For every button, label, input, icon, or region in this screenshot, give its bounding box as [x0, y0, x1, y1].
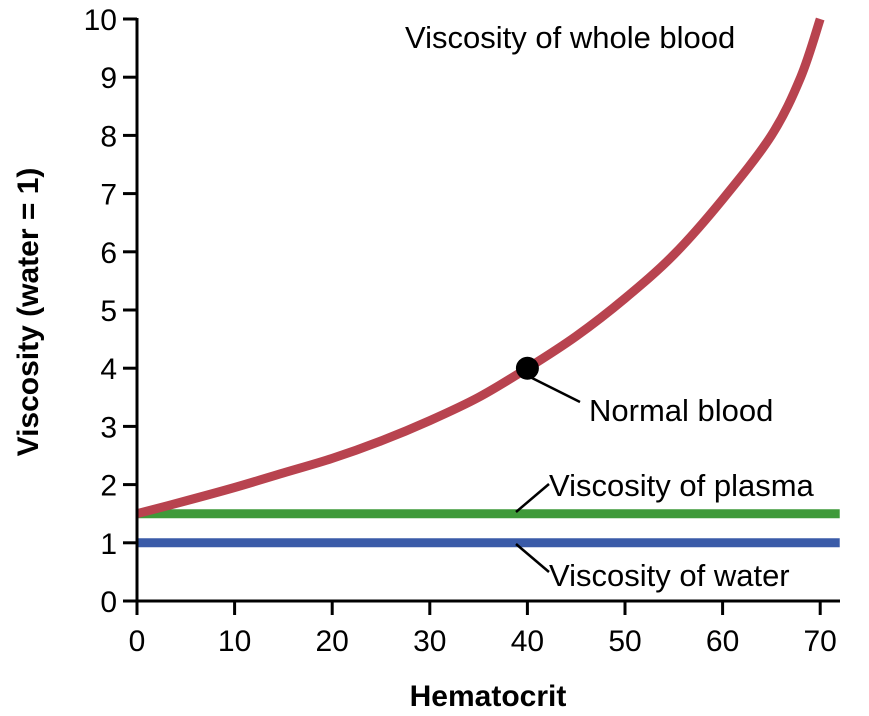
y-tick-label: 10: [84, 4, 117, 37]
annotations: Viscosity of whole blood Viscosity of pl…: [405, 20, 815, 593]
series-lines: [135, 17, 840, 548]
x-tick-label: 30: [413, 625, 446, 658]
x-tick-label: 50: [608, 625, 641, 658]
leader-water: [515, 543, 550, 573]
series-line-0: [135, 17, 825, 519]
x-tick-label: 20: [316, 625, 349, 658]
y-tick-label: 7: [100, 179, 117, 212]
y-tick-label: 6: [100, 237, 117, 270]
y-tick-label: 8: [100, 120, 117, 153]
y-axis-title: Viscosity (water = 1): [12, 168, 45, 457]
y-tick-label: 0: [100, 586, 117, 619]
label-water: Viscosity of water: [549, 558, 790, 593]
label-plasma: Viscosity of plasma: [549, 468, 815, 503]
x-tick-label: 40: [511, 625, 544, 658]
x-tick-label: 10: [218, 625, 251, 658]
x-tick-label: 0: [129, 625, 146, 658]
y-tick-label: 3: [100, 411, 117, 444]
y-tick-label: 5: [100, 295, 117, 328]
y-tick-label: 2: [100, 470, 117, 503]
y-tick-label: 1: [100, 528, 117, 561]
leader-plasma: [515, 483, 550, 513]
label-normal-blood: Normal blood: [589, 393, 773, 428]
x-tick-label: 60: [706, 625, 739, 658]
y-tick-label: 9: [100, 62, 117, 95]
leader-normal-blood: [527, 374, 581, 404]
x-tick-label: 70: [804, 625, 837, 658]
axes: [123, 17, 840, 615]
x-axis-title: Hematocrit: [410, 680, 567, 713]
normal-blood-point: [515, 356, 539, 380]
tick-labels: 0 1 2 3 4 5 6 7 8 9 10 0 10 20 30 40 50 60 70: [84, 4, 837, 658]
label-whole-blood: Viscosity of whole blood: [405, 20, 735, 55]
y-tick-label: 4: [100, 353, 117, 386]
